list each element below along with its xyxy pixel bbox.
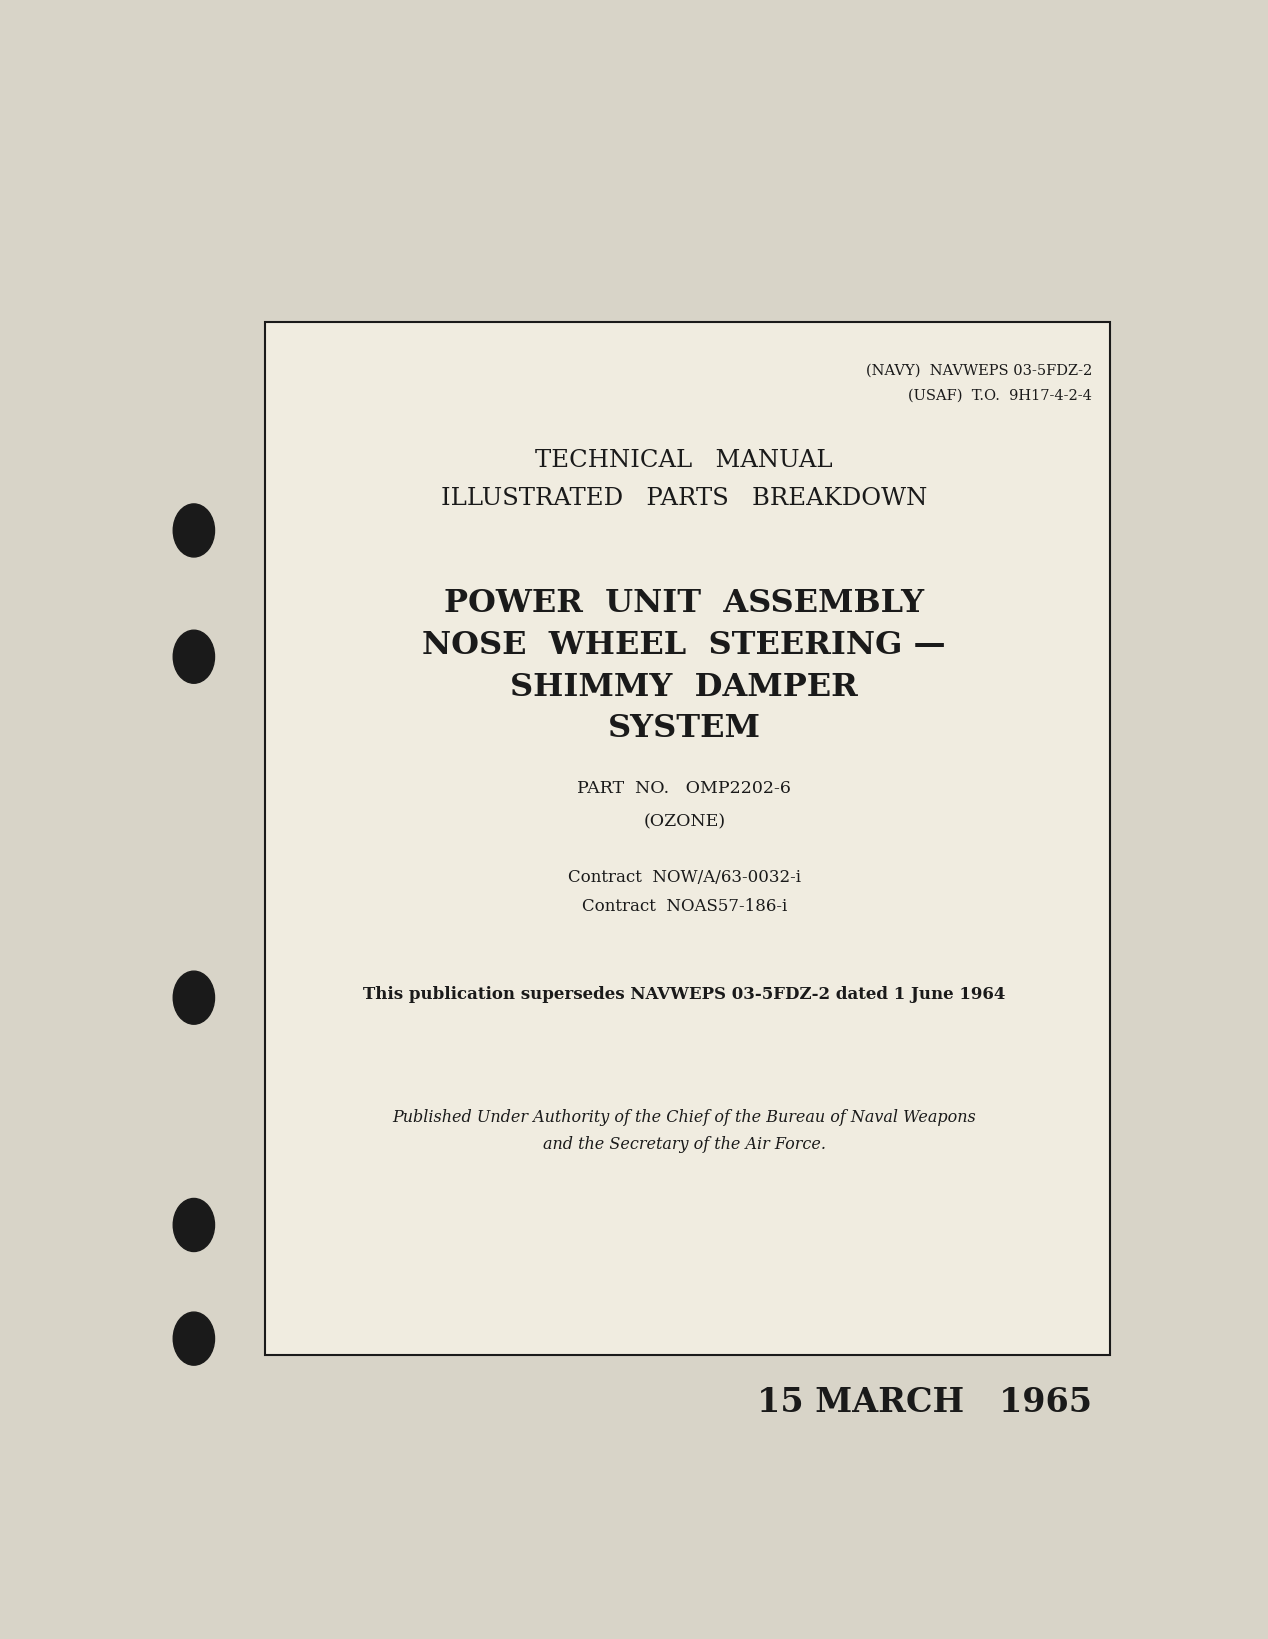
Text: TECHNICAL   MANUAL: TECHNICAL MANUAL xyxy=(535,449,833,472)
Text: (NAVY)  NAVWEPS 03-5FDZ-2: (NAVY) NAVWEPS 03-5FDZ-2 xyxy=(866,364,1092,377)
Circle shape xyxy=(174,631,214,683)
Text: (OZONE): (OZONE) xyxy=(643,813,725,829)
Circle shape xyxy=(174,505,214,557)
Text: Published Under Authority of the Chief of the Bureau of Naval Weapons: Published Under Authority of the Chief o… xyxy=(392,1108,976,1124)
Text: (USAF)  T.O.  9H17-4-2-4: (USAF) T.O. 9H17-4-2-4 xyxy=(908,388,1092,403)
Text: SYSTEM: SYSTEM xyxy=(607,713,761,744)
Text: POWER  UNIT  ASSEMBLY: POWER UNIT ASSEMBLY xyxy=(444,588,924,620)
Text: 15 MARCH   1965: 15 MARCH 1965 xyxy=(757,1385,1092,1418)
Text: ILLUSTRATED   PARTS   BREAKDOWN: ILLUSTRATED PARTS BREAKDOWN xyxy=(441,487,927,510)
Text: and the Secretary of the Air Force.: and the Secretary of the Air Force. xyxy=(543,1136,825,1152)
Text: NOSE  WHEEL  STEERING —: NOSE WHEEL STEERING — xyxy=(422,629,946,661)
Text: This publication supersedes NAVWEPS 03-5FDZ-2 dated 1 June 1964: This publication supersedes NAVWEPS 03-5… xyxy=(363,985,1006,1003)
Circle shape xyxy=(174,1313,214,1365)
Circle shape xyxy=(174,972,214,1024)
Text: Contract  NOAS57-186-i: Contract NOAS57-186-i xyxy=(582,897,787,915)
Text: SHIMMY  DAMPER: SHIMMY DAMPER xyxy=(510,672,858,701)
Bar xyxy=(265,323,1110,1355)
Text: Contract  NOW/A/63-0032-i: Contract NOW/A/63-0032-i xyxy=(568,869,801,885)
Circle shape xyxy=(174,1198,214,1252)
Text: PART  NO.   OMP2202-6: PART NO. OMP2202-6 xyxy=(577,780,791,797)
